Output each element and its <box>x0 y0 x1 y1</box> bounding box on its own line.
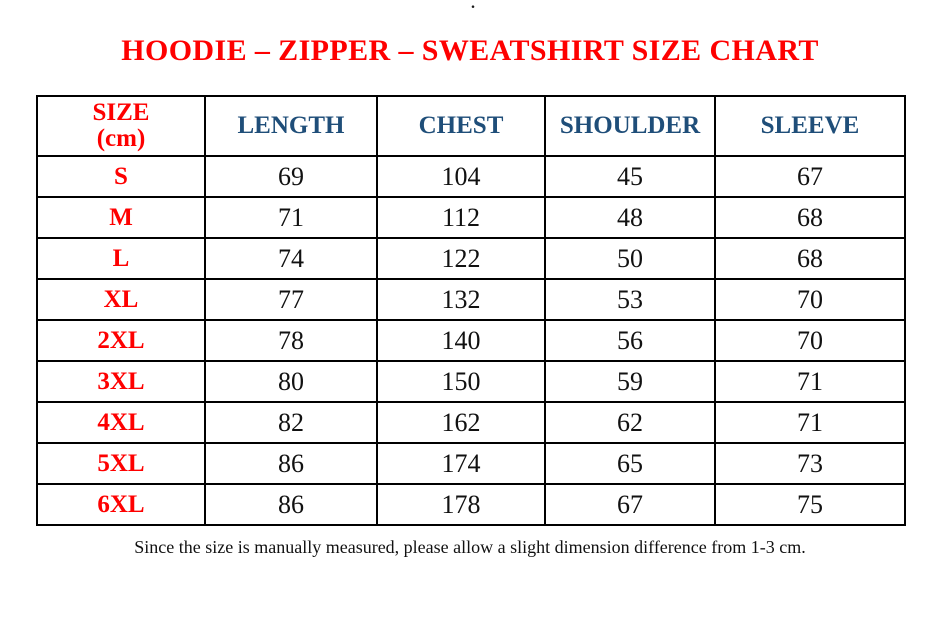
cell-length: 80 <box>204 360 378 403</box>
cell-length: 74 <box>204 237 378 280</box>
cell-size: 3XL <box>36 360 206 403</box>
cell-size: S <box>36 155 206 198</box>
column-header-size: SIZE (cm) <box>36 95 206 157</box>
cell-length: 78 <box>204 319 378 362</box>
cell-shoulder: 62 <box>544 401 716 444</box>
cell-chest: 132 <box>376 278 546 321</box>
cell-size: 4XL <box>36 401 206 444</box>
cell-shoulder: 67 <box>544 483 716 526</box>
cell-shoulder: 56 <box>544 319 716 362</box>
cell-shoulder: 50 <box>544 237 716 280</box>
table-row-5xl: 5XL 86 174 65 73 <box>36 442 906 485</box>
size-chart-table: SIZE (cm) LENGTH CHEST SHOULDER SLEEVE S… <box>36 95 906 526</box>
cell-chest: 150 <box>376 360 546 403</box>
column-header-sleeve: SLEEVE <box>714 95 906 157</box>
cell-chest: 112 <box>376 196 546 239</box>
column-header-chest: CHEST <box>376 95 546 157</box>
cell-size: 6XL <box>36 483 206 526</box>
cell-size: M <box>36 196 206 239</box>
page-title: HOODIE – ZIPPER – SWEATSHIRT SIZE CHART <box>121 34 819 67</box>
table-row-6xl: 6XL 86 178 67 75 <box>36 483 906 526</box>
cell-sleeve: 70 <box>714 319 906 362</box>
cell-length: 77 <box>204 278 378 321</box>
cell-chest: 122 <box>376 237 546 280</box>
cell-sleeve: 67 <box>714 155 906 198</box>
table-row-2xl: 2XL 78 140 56 70 <box>36 319 906 362</box>
cell-length: 86 <box>204 442 378 485</box>
cell-sleeve: 70 <box>714 278 906 321</box>
cell-length: 86 <box>204 483 378 526</box>
cell-size: XL <box>36 278 206 321</box>
cell-size: 5XL <box>36 442 206 485</box>
table-row-s: S 69 104 45 67 <box>36 155 906 198</box>
column-header-length: LENGTH <box>204 95 378 157</box>
cell-shoulder: 65 <box>544 442 716 485</box>
cell-sleeve: 71 <box>714 401 906 444</box>
cell-sleeve: 68 <box>714 237 906 280</box>
cell-chest: 140 <box>376 319 546 362</box>
cell-size: 2XL <box>36 319 206 362</box>
cell-shoulder: 45 <box>544 155 716 198</box>
cell-sleeve: 75 <box>714 483 906 526</box>
cell-sleeve: 71 <box>714 360 906 403</box>
cell-chest: 162 <box>376 401 546 444</box>
table-row-4xl: 4XL 82 162 62 71 <box>36 401 906 444</box>
table-row-m: M 71 112 48 68 <box>36 196 906 239</box>
table-row-l: L 74 122 50 68 <box>36 237 906 280</box>
column-header-shoulder: SHOULDER <box>544 95 716 157</box>
footnote: Since the size is manually measured, ple… <box>134 537 806 557</box>
cell-shoulder: 53 <box>544 278 716 321</box>
cell-chest: 174 <box>376 442 546 485</box>
cell-shoulder: 48 <box>544 196 716 239</box>
cell-sleeve: 68 <box>714 196 906 239</box>
cell-chest: 104 <box>376 155 546 198</box>
table-row-xl: XL 77 132 53 70 <box>36 278 906 321</box>
cell-size: L <box>36 237 206 280</box>
cell-sleeve: 73 <box>714 442 906 485</box>
cell-length: 69 <box>204 155 378 198</box>
table-header-row: SIZE (cm) LENGTH CHEST SHOULDER SLEEVE <box>36 95 906 157</box>
stray-dot: . <box>471 0 475 12</box>
cell-chest: 178 <box>376 483 546 526</box>
table-row-3xl: 3XL 80 150 59 71 <box>36 360 906 403</box>
cell-shoulder: 59 <box>544 360 716 403</box>
cell-length: 71 <box>204 196 378 239</box>
cell-length: 82 <box>204 401 378 444</box>
